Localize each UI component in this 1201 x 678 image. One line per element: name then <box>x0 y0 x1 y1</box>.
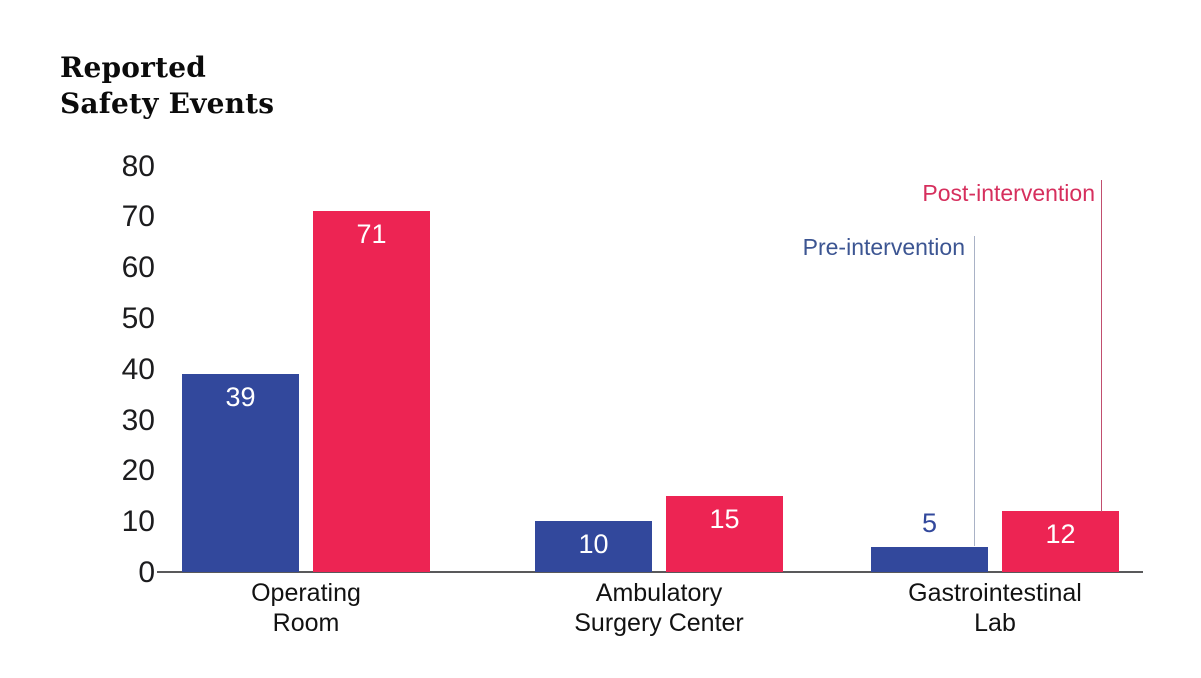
category-label-line: Operating <box>251 579 361 607</box>
bar-pre-intervention-ambulatory-surgery-center <box>535 521 652 572</box>
bar-post-intervention-operating-room <box>313 211 430 572</box>
x-axis-line <box>157 571 1143 573</box>
category-label-operating-room: Operating Room <box>156 578 456 638</box>
category-label-line: Room <box>272 609 340 637</box>
category-label-ambulatory-surgery-center: Ambulatory Surgery Center <box>509 578 809 638</box>
chart-title: Reported Safety Events <box>60 50 274 122</box>
y-tick-label-30: 30 <box>121 403 155 437</box>
y-tick-label-60: 60 <box>121 251 155 285</box>
category-label-line: Gastrointestinal <box>908 579 1082 607</box>
y-tick-label-50: 50 <box>121 302 155 335</box>
pre-intervention-leader-line <box>974 236 975 546</box>
chart-title-line1: Reported <box>60 51 207 84</box>
y-tick-label-70: 70 <box>121 200 155 234</box>
bar-value-post-intervention-gastrointestinal-lab: 12 <box>1045 519 1076 549</box>
bar-pre-intervention-gastrointestinal-lab <box>871 547 988 572</box>
bar-post-intervention-ambulatory-surgery-center <box>666 496 783 572</box>
y-tick-label-0: 0 <box>138 556 155 589</box>
category-label-line: Ambulatory <box>595 579 723 607</box>
category-label-line: Lab <box>974 609 1016 637</box>
bar-value-post-intervention-ambulatory-surgery-center: 15 <box>709 504 740 534</box>
y-tick-label-20: 20 <box>121 454 155 488</box>
bar-value-pre-intervention-gastrointestinal-lab: 5 <box>921 508 938 538</box>
bar-post-intervention-gastrointestinal-lab <box>1002 511 1119 572</box>
category-label-gastrointestinal-lab: Gastrointestinal Lab <box>845 578 1145 638</box>
series-label-post-intervention: Post-intervention <box>922 180 1095 206</box>
bar-value-pre-intervention-operating-room: 39 <box>225 382 256 412</box>
y-tick-label-80: 80 <box>121 149 155 183</box>
y-tick-label-40: 40 <box>121 352 155 386</box>
bar-value-post-intervention-operating-room: 71 <box>356 219 387 249</box>
category-label-line: Surgery Center <box>574 609 744 637</box>
series-label-pre-intervention: Pre-intervention <box>802 234 965 260</box>
bar-pre-intervention-operating-room <box>182 374 299 572</box>
post-intervention-leader-line <box>1101 180 1102 512</box>
chart-title-line2: Safety Events <box>60 87 275 120</box>
y-tick-label-10: 10 <box>121 505 155 539</box>
bar-value-pre-intervention-ambulatory-surgery-center: 10 <box>578 529 609 559</box>
